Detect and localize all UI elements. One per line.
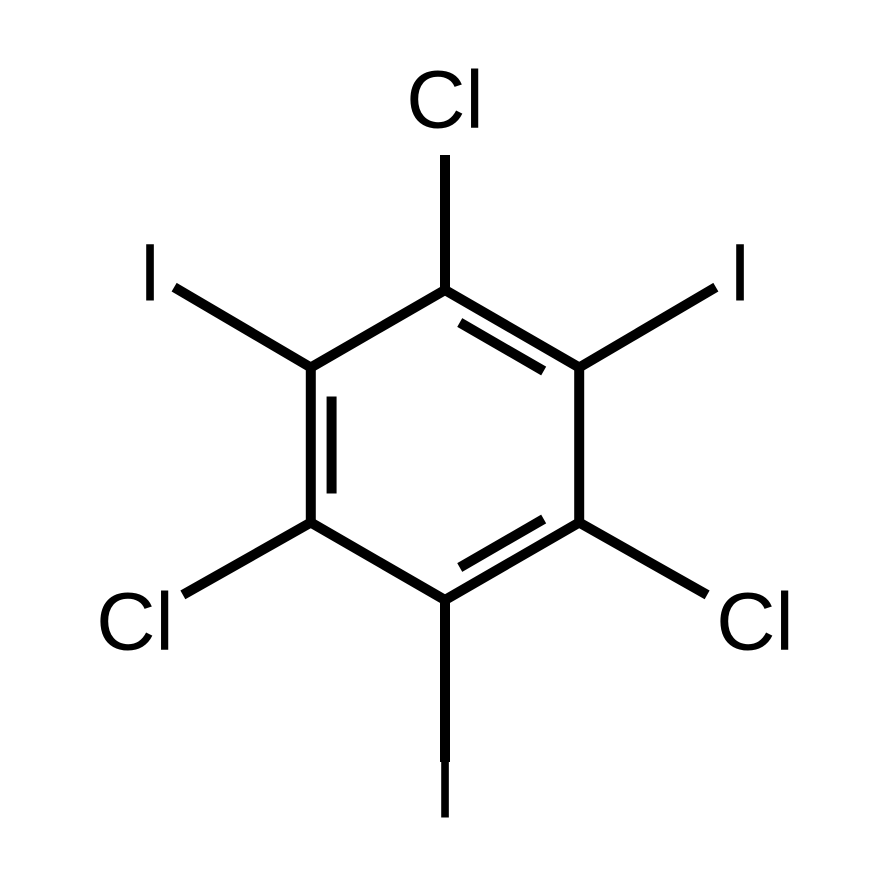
atom-label: Cl [96, 577, 173, 668]
atom-label: Cl [406, 55, 483, 146]
atom-label: I [729, 228, 752, 319]
atom-label: I [434, 745, 457, 836]
atom-label: Cl [716, 577, 793, 668]
molecule-diagram: Cl I Cl I Cl I [0, 0, 890, 890]
atom-label: I [139, 228, 162, 319]
